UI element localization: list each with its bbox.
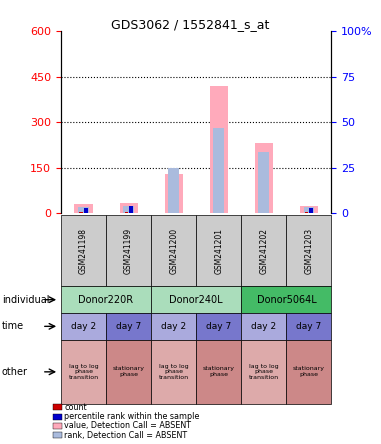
- Text: day 7: day 7: [206, 322, 231, 331]
- Text: day 2: day 2: [251, 322, 276, 331]
- Text: GSM241199: GSM241199: [124, 228, 133, 274]
- Text: day 2: day 2: [71, 322, 96, 331]
- Text: GSM241202: GSM241202: [259, 228, 268, 274]
- Text: day 7: day 7: [296, 322, 322, 331]
- Bar: [304, 207, 314, 213]
- Bar: [120, 202, 138, 213]
- Text: value, Detection Call = ABSENT: value, Detection Call = ABSENT: [64, 421, 191, 430]
- Text: Donor5064L: Donor5064L: [256, 295, 316, 305]
- Text: rank, Detection Call = ABSENT: rank, Detection Call = ABSENT: [64, 431, 187, 440]
- Bar: [75, 204, 93, 213]
- Bar: [165, 174, 182, 213]
- Bar: [125, 212, 128, 213]
- Bar: [123, 206, 134, 213]
- Text: GSM241200: GSM241200: [169, 228, 178, 274]
- Bar: [213, 128, 224, 213]
- Bar: [84, 208, 88, 213]
- Text: day 2: day 2: [161, 322, 186, 331]
- Text: count: count: [64, 403, 86, 412]
- Text: GDS3062 / 1552841_s_at: GDS3062 / 1552841_s_at: [111, 18, 270, 31]
- Text: Donor240L: Donor240L: [170, 295, 223, 305]
- Bar: [305, 212, 309, 213]
- Text: percentile rank within the sample: percentile rank within the sample: [64, 412, 199, 421]
- Bar: [210, 86, 228, 213]
- Text: lag to log
phase
transition: lag to log phase transition: [158, 364, 189, 380]
- Bar: [168, 168, 179, 213]
- Text: time: time: [2, 321, 24, 331]
- Text: other: other: [2, 367, 28, 377]
- Text: Donor220R: Donor220R: [78, 295, 134, 305]
- Text: GSM241198: GSM241198: [79, 228, 88, 274]
- Text: GSM241201: GSM241201: [214, 228, 223, 274]
- Text: stationary
phase: stationary phase: [113, 366, 144, 377]
- Bar: [80, 212, 83, 213]
- Bar: [300, 206, 318, 213]
- Bar: [309, 208, 313, 213]
- Text: day 7: day 7: [116, 322, 141, 331]
- Bar: [129, 206, 133, 213]
- Text: GSM241203: GSM241203: [304, 228, 314, 274]
- Text: lag to log
phase
transition: lag to log phase transition: [249, 364, 279, 380]
- Text: individual: individual: [2, 295, 50, 305]
- Text: stationary
phase: stationary phase: [293, 366, 325, 377]
- Text: lag to log
phase
transition: lag to log phase transition: [69, 364, 99, 380]
- Bar: [255, 143, 273, 213]
- Bar: [258, 152, 269, 213]
- Text: stationary
phase: stationary phase: [203, 366, 235, 377]
- Bar: [78, 207, 89, 213]
